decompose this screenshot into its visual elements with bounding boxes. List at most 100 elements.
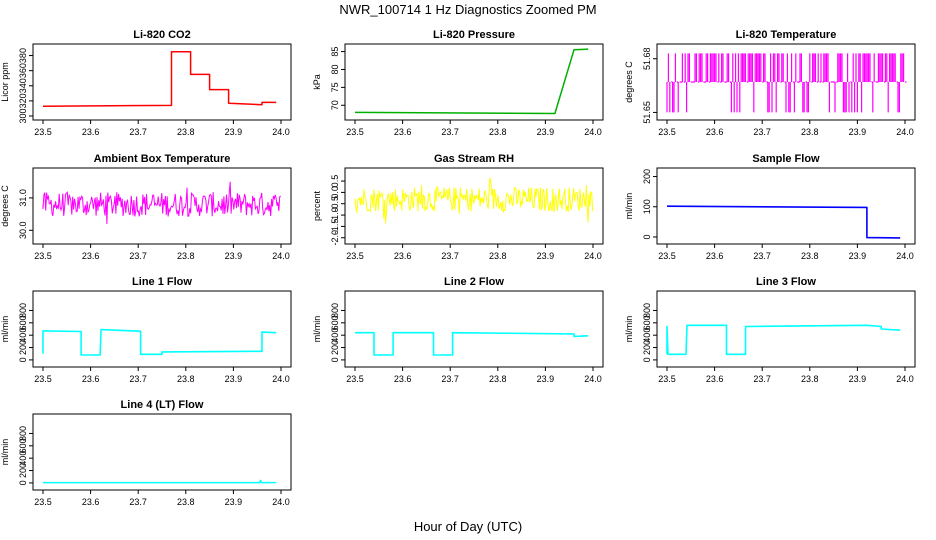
x-tick-label: 23.8 <box>801 251 819 261</box>
y-axis-label: ml/min <box>0 439 10 466</box>
y-axis-label: degrees C <box>0 185 10 227</box>
panel-title: Ambient Box Temperature <box>94 153 231 165</box>
chart-panel: Line 4 (LT) Flow ml/min 23.5 23.6 23.7 23.8 23… <box>0 399 292 507</box>
x-tick-label: 23.9 <box>537 251 555 261</box>
y-tick-label: 200 <box>18 340 28 355</box>
series-line <box>666 53 907 113</box>
y-tick-label: 0.0 <box>330 186 340 199</box>
y-axis-label: ml/min <box>312 316 322 343</box>
x-tick-label: 23.8 <box>489 374 507 384</box>
y-tick-label: 200 <box>642 169 652 184</box>
series-line <box>43 479 277 484</box>
data-layer <box>666 324 901 356</box>
series-line <box>354 177 594 224</box>
panel-title: Li-820 Temperature <box>736 29 837 41</box>
y-axis-label: ml/min <box>624 193 634 220</box>
x-tick-label: 23.6 <box>706 127 724 137</box>
x-tick-label: 23.5 <box>658 374 676 384</box>
y-tick-label: 0 <box>18 480 28 485</box>
x-tick-label: 24.0 <box>896 127 914 137</box>
x-tick-label: 23.5 <box>34 497 52 507</box>
data-layer <box>355 331 589 356</box>
chart-panel: Gas Stream RH percent 23.5 23.6 23.7 23.8 23.9… <box>312 153 604 261</box>
panel-title: Li-820 Pressure <box>433 29 515 41</box>
x-tick-label: 23.8 <box>177 374 195 384</box>
x-tick-label: 23.7 <box>129 251 147 261</box>
x-tick-label: 24.0 <box>896 251 914 261</box>
data-layer <box>354 177 594 224</box>
x-tick-label: 23.6 <box>706 374 724 384</box>
y-tick-label: 400 <box>18 451 28 466</box>
y-tick-label: 0.5 <box>330 175 340 188</box>
x-tick-label: 23.9 <box>537 374 555 384</box>
data-layer <box>42 328 277 356</box>
x-tick-label: 23.9 <box>849 374 867 384</box>
y-tick-label: -0.5 <box>330 196 340 212</box>
x-tick-label: 23.9 <box>849 251 867 261</box>
x-tick-label: 23.7 <box>129 127 147 137</box>
y-tick-label: 300 <box>18 108 28 123</box>
series-line <box>666 205 901 239</box>
plot-frame <box>32 413 292 491</box>
x-tick-label: 23.6 <box>394 127 412 137</box>
x-tick-label: 23.5 <box>658 251 676 261</box>
plot-frame <box>344 290 604 368</box>
x-tick-label: 23.7 <box>129 374 147 384</box>
x-tick-label: 23.8 <box>801 374 819 384</box>
panel-title: Line 2 Flow <box>444 276 504 288</box>
x-tick-label: 23.6 <box>82 497 100 507</box>
data-layer <box>42 181 281 225</box>
x-tick-label: 23.9 <box>225 374 243 384</box>
plot-frame <box>656 290 916 368</box>
y-tick-label: 400 <box>18 328 28 343</box>
y-tick-label: 600 <box>642 315 652 330</box>
panel-title: Sample Flow <box>752 153 820 165</box>
y-tick-label: 51.65 <box>642 101 652 124</box>
y-tick-label: 85 <box>330 47 340 57</box>
plot-frame <box>32 167 292 245</box>
y-tick-label: 600 <box>330 315 340 330</box>
x-tick-label: 23.6 <box>394 251 412 261</box>
series-line <box>42 51 277 107</box>
y-tick-label: -1.5 <box>330 219 340 235</box>
x-tick-label: 24.0 <box>584 127 602 137</box>
panel-title: Gas Stream RH <box>434 153 514 165</box>
chart-panel: Line 3 Flow ml/min 23.5 23.6 23.7 23.8 23.9 24.… <box>624 276 916 384</box>
y-tick-label: 30.0 <box>18 222 28 240</box>
x-tick-label: 23.7 <box>753 127 771 137</box>
y-tick-label: 200 <box>330 340 340 355</box>
y-tick-label: -2.0 <box>330 230 340 246</box>
y-tick-label: 51.68 <box>642 47 652 70</box>
chart-panel: Line 1 Flow ml/min 23.5 23.6 23.7 23.8 23.9 24.… <box>0 276 292 384</box>
chart-panel: Sample Flow ml/min 23.5 23.6 23.7 23.8 23.9 24.… <box>624 153 916 261</box>
y-tick-label: 360 <box>18 63 28 78</box>
x-tick-label: 24.0 <box>584 251 602 261</box>
panel-title: Line 3 Flow <box>756 276 816 288</box>
x-tick-label: 23.8 <box>177 251 195 261</box>
data-layer <box>666 53 907 113</box>
x-tick-label: 23.5 <box>346 251 364 261</box>
x-tick-label: 24.0 <box>272 374 290 384</box>
x-tick-label: 24.0 <box>584 374 602 384</box>
panel-title: Li-820 CO2 <box>133 29 190 41</box>
x-tick-label: 23.8 <box>177 497 195 507</box>
y-axis-label: degrees C <box>624 61 634 103</box>
x-tick-label: 23.7 <box>753 374 771 384</box>
panel-title: Line 4 (LT) Flow <box>121 399 204 411</box>
y-tick-label: 200 <box>642 340 652 355</box>
y-tick-label: 800 <box>642 303 652 318</box>
x-tick-label: 23.9 <box>225 127 243 137</box>
panel-title: Line 1 Flow <box>132 276 192 288</box>
x-tick-label: 23.7 <box>129 497 147 507</box>
x-tick-label: 23.5 <box>34 374 52 384</box>
x-tick-label: 23.6 <box>706 251 724 261</box>
chart-panel: Li-820 CO2 Licor ppm 23.5 23.6 23.7 23.8 23.9 2… <box>0 29 292 137</box>
x-tick-label: 23.7 <box>441 374 459 384</box>
y-axis-label: Licor ppm <box>0 62 10 102</box>
y-tick-label: 0 <box>642 357 652 362</box>
y-tick-label: 0 <box>642 234 652 239</box>
y-tick-label: 800 <box>18 426 28 441</box>
x-tick-label: 23.9 <box>849 127 867 137</box>
x-tick-label: 23.9 <box>225 497 243 507</box>
